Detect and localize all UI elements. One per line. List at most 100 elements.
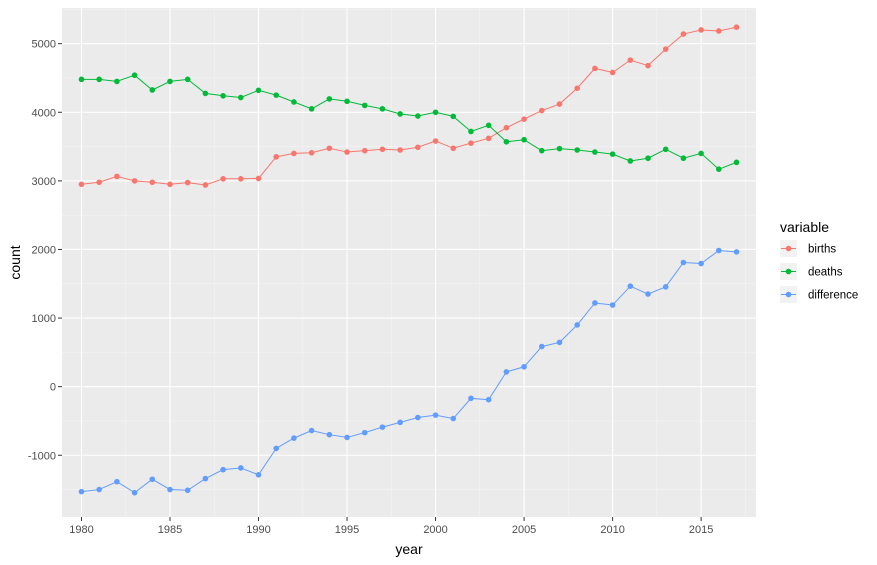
x-tick-label: 2015	[689, 524, 713, 536]
data-point-difference	[114, 478, 120, 485]
y-axis: -1000 0 1000 2000 3000 4000 5000	[28, 39, 62, 462]
data-point-deaths	[432, 109, 439, 116]
data-point-difference	[415, 414, 421, 421]
data-point-difference	[645, 291, 651, 297]
y-tick-label: 2000	[32, 244, 56, 256]
data-point-births	[645, 62, 651, 69]
data-point-births	[592, 65, 598, 72]
data-point-births	[503, 124, 510, 131]
data-point-deaths	[574, 147, 580, 153]
data-point-difference	[255, 472, 262, 478]
data-point-deaths	[415, 113, 421, 119]
data-point-deaths	[397, 111, 403, 117]
data-point-births	[716, 28, 722, 34]
series-deaths	[78, 72, 740, 173]
data-point-births	[291, 150, 297, 157]
data-point-births	[220, 176, 226, 182]
x-tick-label: 1980	[69, 524, 93, 536]
data-point-difference	[220, 466, 226, 473]
data-point-births	[308, 149, 315, 156]
data-point-births	[468, 140, 474, 146]
data-point-births	[397, 147, 403, 153]
data-point-difference	[468, 395, 474, 402]
y-tick-label: 5000	[32, 39, 56, 51]
series-difference	[78, 247, 740, 496]
data-point-births	[96, 179, 102, 186]
data-point-difference	[609, 302, 616, 308]
data-point-deaths	[627, 158, 634, 164]
data-point-deaths	[680, 155, 687, 162]
data-point-deaths	[238, 94, 244, 101]
data-point-difference	[680, 259, 687, 266]
data-point-deaths	[344, 98, 350, 105]
data-point-births	[344, 149, 350, 155]
data-point-difference	[503, 369, 510, 375]
data-point-deaths	[556, 145, 563, 152]
legend-key-point	[785, 268, 792, 275]
data-point-deaths	[716, 166, 722, 173]
data-point-births	[574, 85, 580, 92]
series-line-births	[81, 26, 737, 186]
data-point-births	[698, 27, 704, 33]
data-point-deaths	[131, 72, 138, 79]
data-point-difference	[556, 339, 563, 346]
data-point-births	[521, 116, 527, 122]
data-point-births	[184, 179, 191, 186]
data-point-births	[733, 24, 740, 31]
legend-label: deaths	[808, 267, 843, 279]
data-point-births	[78, 181, 85, 188]
grid-major	[62, 8, 756, 517]
data-point-difference	[78, 488, 85, 495]
data-point-difference	[167, 486, 173, 493]
y-tick-label: 3000	[32, 176, 56, 188]
data-point-deaths	[698, 150, 704, 157]
x-tick-label: 1985	[158, 524, 182, 536]
data-point-difference	[432, 412, 439, 418]
data-point-births	[609, 69, 616, 76]
data-point-deaths	[255, 87, 262, 94]
data-point-deaths	[379, 106, 386, 112]
legend: variable births deaths difference	[780, 219, 858, 303]
data-point-deaths	[202, 90, 209, 97]
data-point-difference	[627, 283, 634, 289]
data-point-deaths	[78, 76, 85, 83]
data-point-difference	[273, 445, 280, 452]
legend-item-deaths: deaths	[780, 263, 843, 280]
data-point-deaths	[592, 149, 598, 155]
data-point-deaths	[149, 87, 156, 93]
data-point-deaths	[733, 159, 740, 166]
data-point-difference	[149, 476, 156, 483]
x-tick-label: 2000	[423, 524, 447, 536]
data-point-difference	[716, 247, 722, 254]
data-point-difference	[361, 429, 368, 436]
data-point-deaths	[450, 113, 457, 120]
x-axis-title: year	[395, 541, 423, 557]
data-point-difference	[698, 260, 704, 267]
data-point-deaths	[326, 96, 333, 102]
data-point-births	[538, 107, 545, 114]
x-tick-label: 2010	[600, 524, 624, 536]
data-point-deaths	[291, 99, 297, 105]
legend-items: births deaths difference	[780, 240, 858, 303]
data-point-births	[627, 57, 634, 63]
data-point-difference	[521, 363, 527, 370]
x-tick-label: 1990	[246, 524, 270, 536]
x-tick-label: 2005	[512, 524, 536, 536]
data-point-deaths	[308, 106, 315, 112]
data-point-deaths	[167, 78, 173, 85]
data-point-difference	[379, 424, 386, 430]
series-line-difference	[81, 249, 737, 494]
data-point-difference	[96, 486, 102, 493]
series-line-deaths	[81, 74, 737, 170]
plot-panel	[62, 8, 756, 517]
legend-item-difference: difference	[780, 286, 858, 303]
data-point-difference	[184, 487, 191, 494]
data-point-births	[131, 178, 138, 184]
data-point-births	[255, 175, 262, 182]
legend-item-births: births	[780, 240, 836, 257]
data-point-deaths	[184, 76, 191, 83]
data-point-deaths	[273, 92, 280, 98]
data-point-deaths	[468, 128, 474, 135]
data-point-births	[273, 154, 280, 160]
data-point-births	[379, 146, 386, 153]
